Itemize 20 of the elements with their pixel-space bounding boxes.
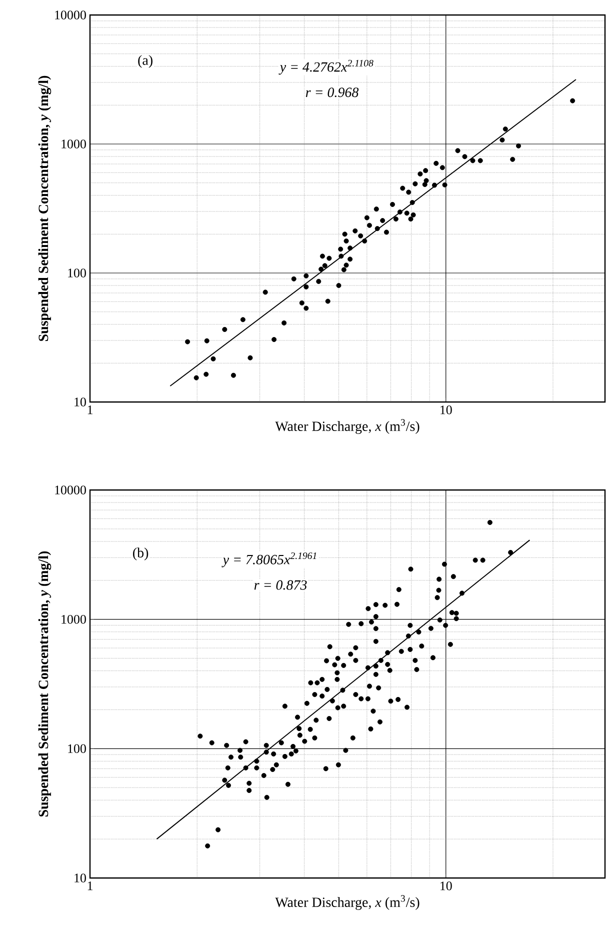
annotation: y = 4.2762x$^{2.1108}$ [278, 60, 374, 75]
y-tick-label: 10000 [55, 486, 86, 494]
y-tick-label: 10 [74, 398, 86, 406]
annotation: (a) [138, 55, 152, 68]
y-tick-label: 1000 [62, 614, 86, 624]
x-axis-title: Water Discharge, x (m$^{3}$/s) [275, 895, 420, 910]
y-axis-title: Suspended Sediment Concentration, y (mg/l) [38, 76, 52, 341]
y-tick-label: 100 [68, 268, 86, 278]
x-axis-title: Water Discharge, x (m$^{3}$/s) [275, 419, 420, 434]
y-tick-label: 100 [68, 744, 86, 754]
x-tick-label: 1 [88, 406, 92, 414]
y-tick-label: 10000 [55, 10, 86, 20]
annotation: r = 0.968 [306, 88, 359, 98]
annotation: (b) [133, 548, 148, 560]
x-tick-label: 1 [88, 882, 92, 890]
y-axis-title: Suspended Sediment Concentration, y (mg/l) [38, 551, 52, 816]
annotation: r = 0.873 [254, 580, 307, 590]
y-tick-label: 1000 [62, 140, 86, 148]
y-tick-label: 10 [74, 874, 86, 882]
annotation: y = 7.8065x$^{2.1961}$ [222, 552, 316, 568]
